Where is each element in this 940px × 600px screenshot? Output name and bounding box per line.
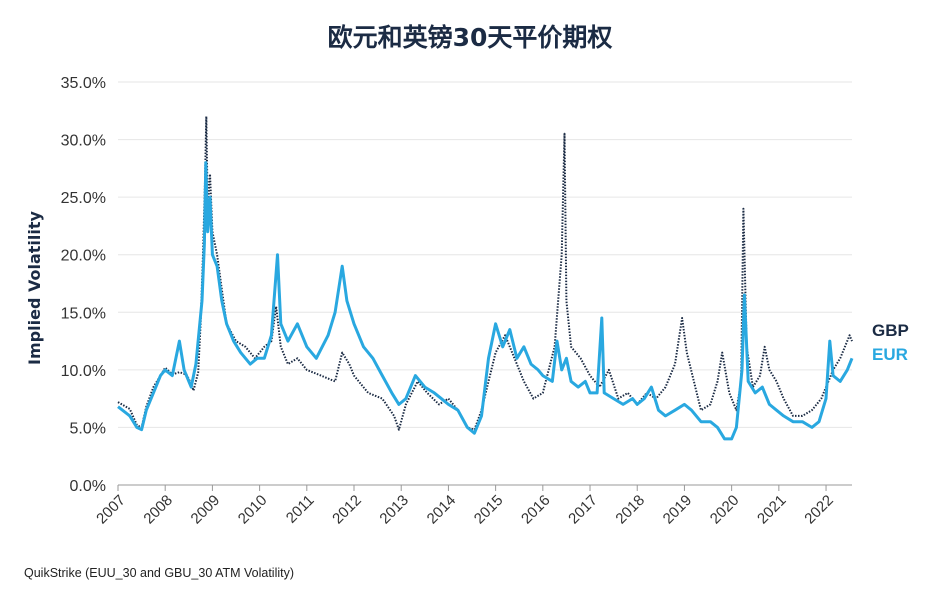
x-tick-label: 2012 [329, 492, 365, 528]
y-axis-label: Implied Volatility [25, 210, 44, 364]
y-tick-label: 30.0% [61, 133, 106, 150]
x-tick-label: 2022 [801, 492, 837, 528]
x-tick-label: 2008 [140, 492, 176, 528]
x-tick-label: 2016 [518, 492, 554, 528]
x-tick-label: 2020 [707, 492, 743, 528]
x-tick-label: 2019 [660, 492, 696, 528]
y-tick-label: 35.0% [61, 75, 106, 92]
x-tick-label: 2014 [424, 492, 460, 528]
y-tick-label: 25.0% [61, 190, 106, 207]
source-note: QuikStrike (EUU_30 and GBU_30 ATM Volati… [24, 566, 295, 580]
x-axis-ticks: 2007 2008 2009 2010 2011 2012 2013 2014 2015 2016… [93, 485, 837, 527]
x-tick-label: 2021 [754, 492, 790, 528]
y-tick-label: 10.0% [61, 363, 106, 380]
legend-entry-gbp: GBP [872, 321, 909, 340]
legend-entry-eur: EUR [872, 345, 908, 364]
y-tick-label: 20.0% [61, 248, 106, 265]
x-tick-label: 2017 [565, 492, 601, 528]
y-tick-label: 15.0% [61, 305, 106, 322]
x-tick-label: 2015 [471, 492, 507, 528]
legend: GBP EUR [872, 321, 909, 364]
series-line-eur [117, 161, 854, 441]
y-tick-label: 0.0% [70, 478, 106, 495]
series-line-gbp [117, 115, 853, 431]
x-tick-label: 2007 [93, 492, 129, 528]
x-tick-label: 2011 [283, 492, 318, 527]
x-tick-label: 2018 [612, 492, 648, 528]
x-tick-label: 2009 [188, 492, 224, 528]
gridlines [118, 81, 852, 486]
x-tick-label: 2010 [235, 492, 271, 528]
y-tick-label: 5.0% [70, 420, 106, 437]
chart-title: 欧元和英镑30天平价期权 [327, 23, 613, 52]
series-lines [117, 115, 854, 441]
y-axis-ticks: 0.0% 5.0% 10.0% 15.0% 20.0% 25.0% 30.0% 35.0% [61, 75, 106, 495]
x-tick-label: 2013 [376, 492, 412, 528]
